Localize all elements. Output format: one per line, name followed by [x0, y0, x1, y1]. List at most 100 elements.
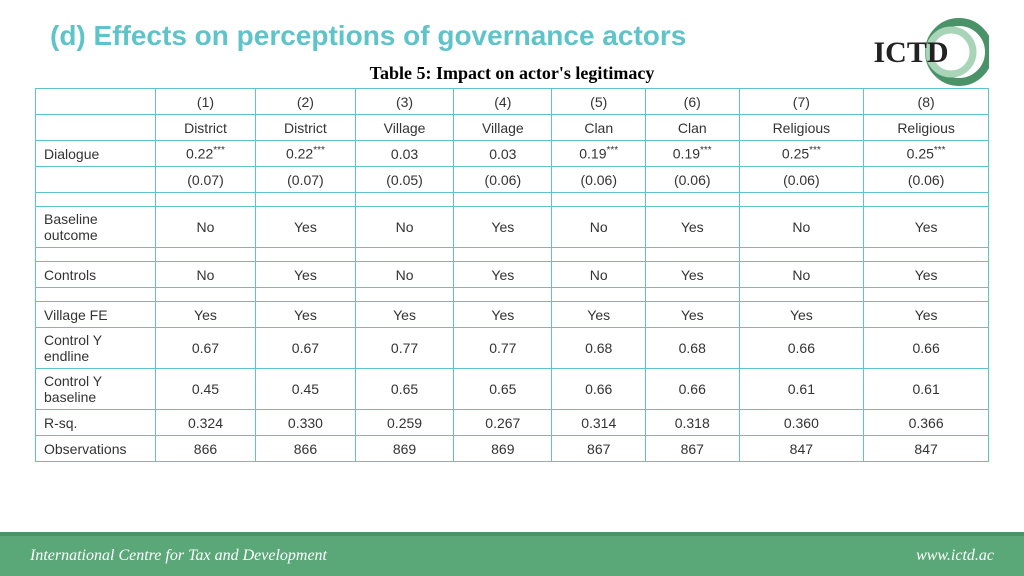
table-cell: 0.66: [739, 328, 864, 369]
table-cell: 0.45: [156, 369, 256, 410]
table-cell: (3): [355, 89, 453, 115]
table-cell: [552, 288, 646, 302]
table-cell: No: [552, 262, 646, 288]
footer-url: www.ictd.ac: [916, 547, 994, 565]
table-row: Baseline outcomeNoYesNoYesNoYesNoYes: [36, 207, 989, 248]
table-cell: 869: [454, 436, 552, 462]
table-cell: Religious: [739, 115, 864, 141]
table-cell: (0.05): [355, 167, 453, 193]
table-cell: 0.324: [156, 410, 256, 436]
table-cell: 866: [156, 436, 256, 462]
table-cell: 0.67: [255, 328, 355, 369]
table-cell: (0.07): [255, 167, 355, 193]
table-row: Village FEYesYesYesYesYesYesYesYes: [36, 302, 989, 328]
table-cell: (2): [255, 89, 355, 115]
table-cell: [645, 193, 739, 207]
table-cell: (1): [156, 89, 256, 115]
table-row: Control Y endline0.670.670.770.770.680.6…: [36, 328, 989, 369]
table-cell: Yes: [864, 302, 989, 328]
table-cell: District: [255, 115, 355, 141]
table-cell: [156, 193, 256, 207]
row-label: [36, 115, 156, 141]
table-cell: [864, 193, 989, 207]
row-label: Controls: [36, 262, 156, 288]
table-cell: 0.77: [454, 328, 552, 369]
spacer-row: [36, 193, 989, 207]
table-cell: Yes: [552, 302, 646, 328]
table-cell: [864, 248, 989, 262]
table-cell: Yes: [355, 302, 453, 328]
table-cell: [454, 193, 552, 207]
row-label: Control Y endline: [36, 328, 156, 369]
table-cell: Clan: [645, 115, 739, 141]
table-cell: (0.06): [645, 167, 739, 193]
slide: (d) Effects on perceptions of governance…: [0, 0, 1024, 576]
table-cell: 0.318: [645, 410, 739, 436]
table-cell: 0.61: [739, 369, 864, 410]
table-cell: 0.19***: [645, 141, 739, 167]
table-cell: (6): [645, 89, 739, 115]
table-cell: 867: [645, 436, 739, 462]
table-row: Observations866866869869867867847847: [36, 436, 989, 462]
table-cell: 867: [552, 436, 646, 462]
table-row: Control Y baseline0.450.450.650.650.660.…: [36, 369, 989, 410]
spacer-row: [36, 248, 989, 262]
table-cell: 0.77: [355, 328, 453, 369]
table-cell: No: [156, 207, 256, 248]
table-cell: (0.06): [739, 167, 864, 193]
table-cell: [36, 288, 156, 302]
table-cell: 0.360: [739, 410, 864, 436]
table-cell: [355, 248, 453, 262]
table-row: R-sq.0.3240.3300.2590.2670.3140.3180.360…: [36, 410, 989, 436]
table-cell: 0.366: [864, 410, 989, 436]
table-cell: (5): [552, 89, 646, 115]
table-cell: [156, 288, 256, 302]
table-cell: No: [156, 262, 256, 288]
table-cell: (0.06): [552, 167, 646, 193]
table-cell: 0.03: [454, 141, 552, 167]
table-cell: 0.68: [645, 328, 739, 369]
table-cell: 0.330: [255, 410, 355, 436]
row-label: [36, 89, 156, 115]
table-row: ControlsNoYesNoYesNoYesNoYes: [36, 262, 989, 288]
table-cell: District: [156, 115, 256, 141]
table-cell: [739, 193, 864, 207]
table-cell: Yes: [255, 207, 355, 248]
table-cell: 0.66: [552, 369, 646, 410]
footer-org: International Centre for Tax and Develop…: [30, 547, 327, 565]
table-cell: Yes: [739, 302, 864, 328]
table-cell: 0.66: [645, 369, 739, 410]
footer: International Centre for Tax and Develop…: [0, 532, 1024, 576]
table-cell: 0.68: [552, 328, 646, 369]
table-container: (1)(2)(3)(4)(5)(6)(7)(8)DistrictDistrict…: [0, 88, 1024, 532]
table-cell: Yes: [864, 262, 989, 288]
table-cell: [552, 193, 646, 207]
spacer-row: [36, 288, 989, 302]
ictd-logo: ICTD: [869, 10, 989, 95]
table-cell: [36, 248, 156, 262]
table-cell: 0.259: [355, 410, 453, 436]
table-cell: [552, 248, 646, 262]
table-cell: 866: [255, 436, 355, 462]
table-cell: Yes: [255, 302, 355, 328]
row-label: [36, 167, 156, 193]
table-cell: 0.314: [552, 410, 646, 436]
row-label: Observations: [36, 436, 156, 462]
row-label: Baseline outcome: [36, 207, 156, 248]
table-cell: (4): [454, 89, 552, 115]
table-cell: Yes: [864, 207, 989, 248]
table-cell: 869: [355, 436, 453, 462]
table-cell: 847: [864, 436, 989, 462]
logo-text: ICTD: [873, 36, 948, 69]
table-cell: 0.22***: [255, 141, 355, 167]
table-cell: [645, 248, 739, 262]
table-cell: 0.61: [864, 369, 989, 410]
table-row: (0.07)(0.07)(0.05)(0.06)(0.06)(0.06)(0.0…: [36, 167, 989, 193]
table-cell: (7): [739, 89, 864, 115]
table-cell: (0.07): [156, 167, 256, 193]
table-cell: Yes: [255, 262, 355, 288]
table-cell: Yes: [645, 262, 739, 288]
table-cell: [255, 288, 355, 302]
table-cell: [36, 193, 156, 207]
table-cell: 0.66: [864, 328, 989, 369]
